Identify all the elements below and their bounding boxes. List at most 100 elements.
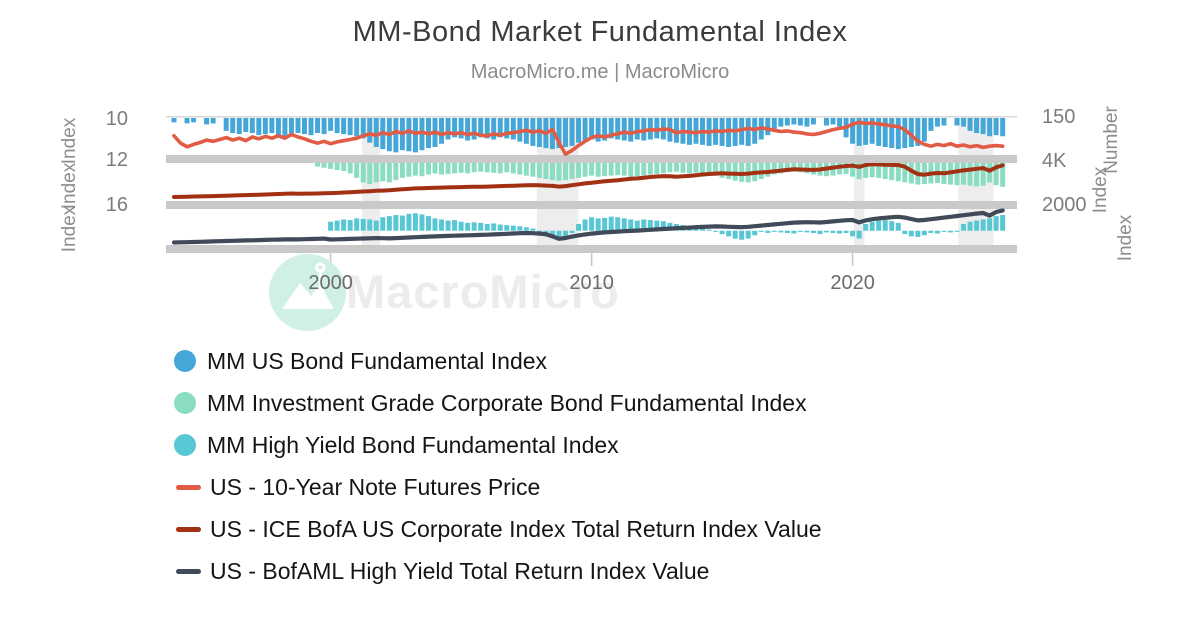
bar[interactable] (628, 161, 634, 177)
bar[interactable] (445, 161, 451, 174)
bar[interactable] (399, 215, 405, 231)
bar[interactable] (354, 118, 360, 137)
bar[interactable] (882, 220, 888, 231)
bar[interactable] (465, 161, 471, 174)
bar[interactable] (686, 161, 692, 174)
bar[interactable] (726, 118, 732, 147)
bar[interactable] (373, 118, 379, 147)
bar[interactable] (856, 230, 862, 239)
bar[interactable] (328, 221, 334, 231)
bar[interactable] (908, 230, 914, 237)
bar[interactable] (726, 230, 732, 237)
bar[interactable] (315, 161, 321, 167)
bar[interactable] (406, 213, 412, 231)
bar[interactable] (765, 230, 771, 233)
bar[interactable] (876, 220, 882, 231)
bar[interactable] (791, 230, 797, 234)
bar[interactable] (739, 230, 745, 240)
bar[interactable] (837, 161, 843, 175)
bar[interactable] (889, 161, 895, 181)
bar[interactable] (478, 118, 484, 138)
bar[interactable] (882, 118, 888, 147)
bar[interactable] (954, 161, 960, 186)
ig-corporate-panel-line[interactable] (172, 163, 1005, 199)
bar[interactable] (1000, 161, 1006, 187)
bar[interactable] (602, 161, 608, 177)
bar[interactable] (889, 221, 895, 231)
bar[interactable] (771, 118, 777, 129)
bar[interactable] (497, 161, 503, 174)
bar[interactable] (439, 219, 445, 231)
bar[interactable] (980, 161, 986, 186)
bar[interactable] (980, 118, 986, 135)
bar[interactable] (752, 230, 758, 236)
bar[interactable] (465, 118, 471, 141)
bar[interactable] (517, 161, 523, 175)
bar[interactable] (334, 118, 340, 134)
bar[interactable] (380, 161, 386, 182)
bar[interactable] (967, 118, 973, 131)
legend-item[interactable]: US - ICE BofA US Corporate Index Total R… (174, 508, 822, 550)
bar[interactable] (993, 118, 999, 136)
bar[interactable] (269, 118, 275, 134)
legend-item[interactable]: US - BofAML High Yield Total Return Inde… (174, 550, 822, 592)
bar[interactable] (491, 223, 497, 231)
bar[interactable] (393, 118, 399, 153)
bar[interactable] (810, 118, 816, 125)
bar[interactable] (563, 161, 568, 181)
bar[interactable] (595, 218, 601, 231)
bar[interactable] (171, 118, 177, 123)
bar[interactable] (941, 230, 947, 232)
bar[interactable] (308, 118, 314, 136)
bar[interactable] (700, 161, 706, 174)
bar[interactable] (660, 161, 666, 174)
bar[interactable] (386, 161, 392, 183)
bar[interactable] (517, 226, 523, 231)
bar[interactable] (497, 118, 503, 138)
bar[interactable] (360, 118, 366, 139)
bar[interactable] (804, 118, 810, 127)
bar[interactable] (275, 118, 281, 136)
bar[interactable] (608, 216, 614, 231)
bar[interactable] (347, 118, 353, 136)
bar[interactable] (869, 118, 875, 144)
bar[interactable] (941, 118, 947, 126)
bar[interactable] (706, 161, 712, 175)
bar[interactable] (589, 118, 595, 140)
bar[interactable] (452, 161, 458, 174)
bar[interactable] (647, 220, 653, 231)
bar[interactable] (386, 216, 392, 231)
bar[interactable] (576, 161, 582, 178)
bar[interactable] (928, 230, 934, 233)
bar[interactable] (647, 161, 653, 175)
bar[interactable] (797, 118, 803, 126)
bar[interactable] (615, 217, 621, 231)
bar[interactable] (589, 161, 595, 176)
bar[interactable] (843, 230, 849, 233)
bar[interactable] (582, 118, 588, 141)
bar[interactable] (497, 224, 503, 231)
bar[interactable] (967, 221, 973, 231)
bar[interactable] (321, 118, 327, 135)
bar[interactable] (947, 230, 953, 233)
bar[interactable] (713, 161, 719, 176)
bar[interactable] (471, 161, 477, 173)
bar[interactable] (223, 118, 229, 131)
bar[interactable] (654, 118, 660, 139)
bar[interactable] (576, 118, 582, 143)
bar[interactable] (563, 118, 568, 147)
bar[interactable] (784, 230, 790, 233)
bar[interactable] (908, 118, 914, 147)
bar[interactable] (876, 118, 882, 146)
bar[interactable] (974, 220, 980, 231)
bar[interactable] (315, 118, 321, 134)
bar[interactable] (824, 230, 829, 233)
bar[interactable] (830, 118, 836, 125)
bar[interactable] (621, 218, 627, 231)
bar[interactable] (974, 161, 980, 187)
bar[interactable] (837, 118, 843, 127)
bar[interactable] (902, 118, 908, 149)
bar[interactable] (412, 161, 418, 176)
bar[interactable] (589, 217, 595, 231)
bar[interactable] (471, 118, 477, 140)
